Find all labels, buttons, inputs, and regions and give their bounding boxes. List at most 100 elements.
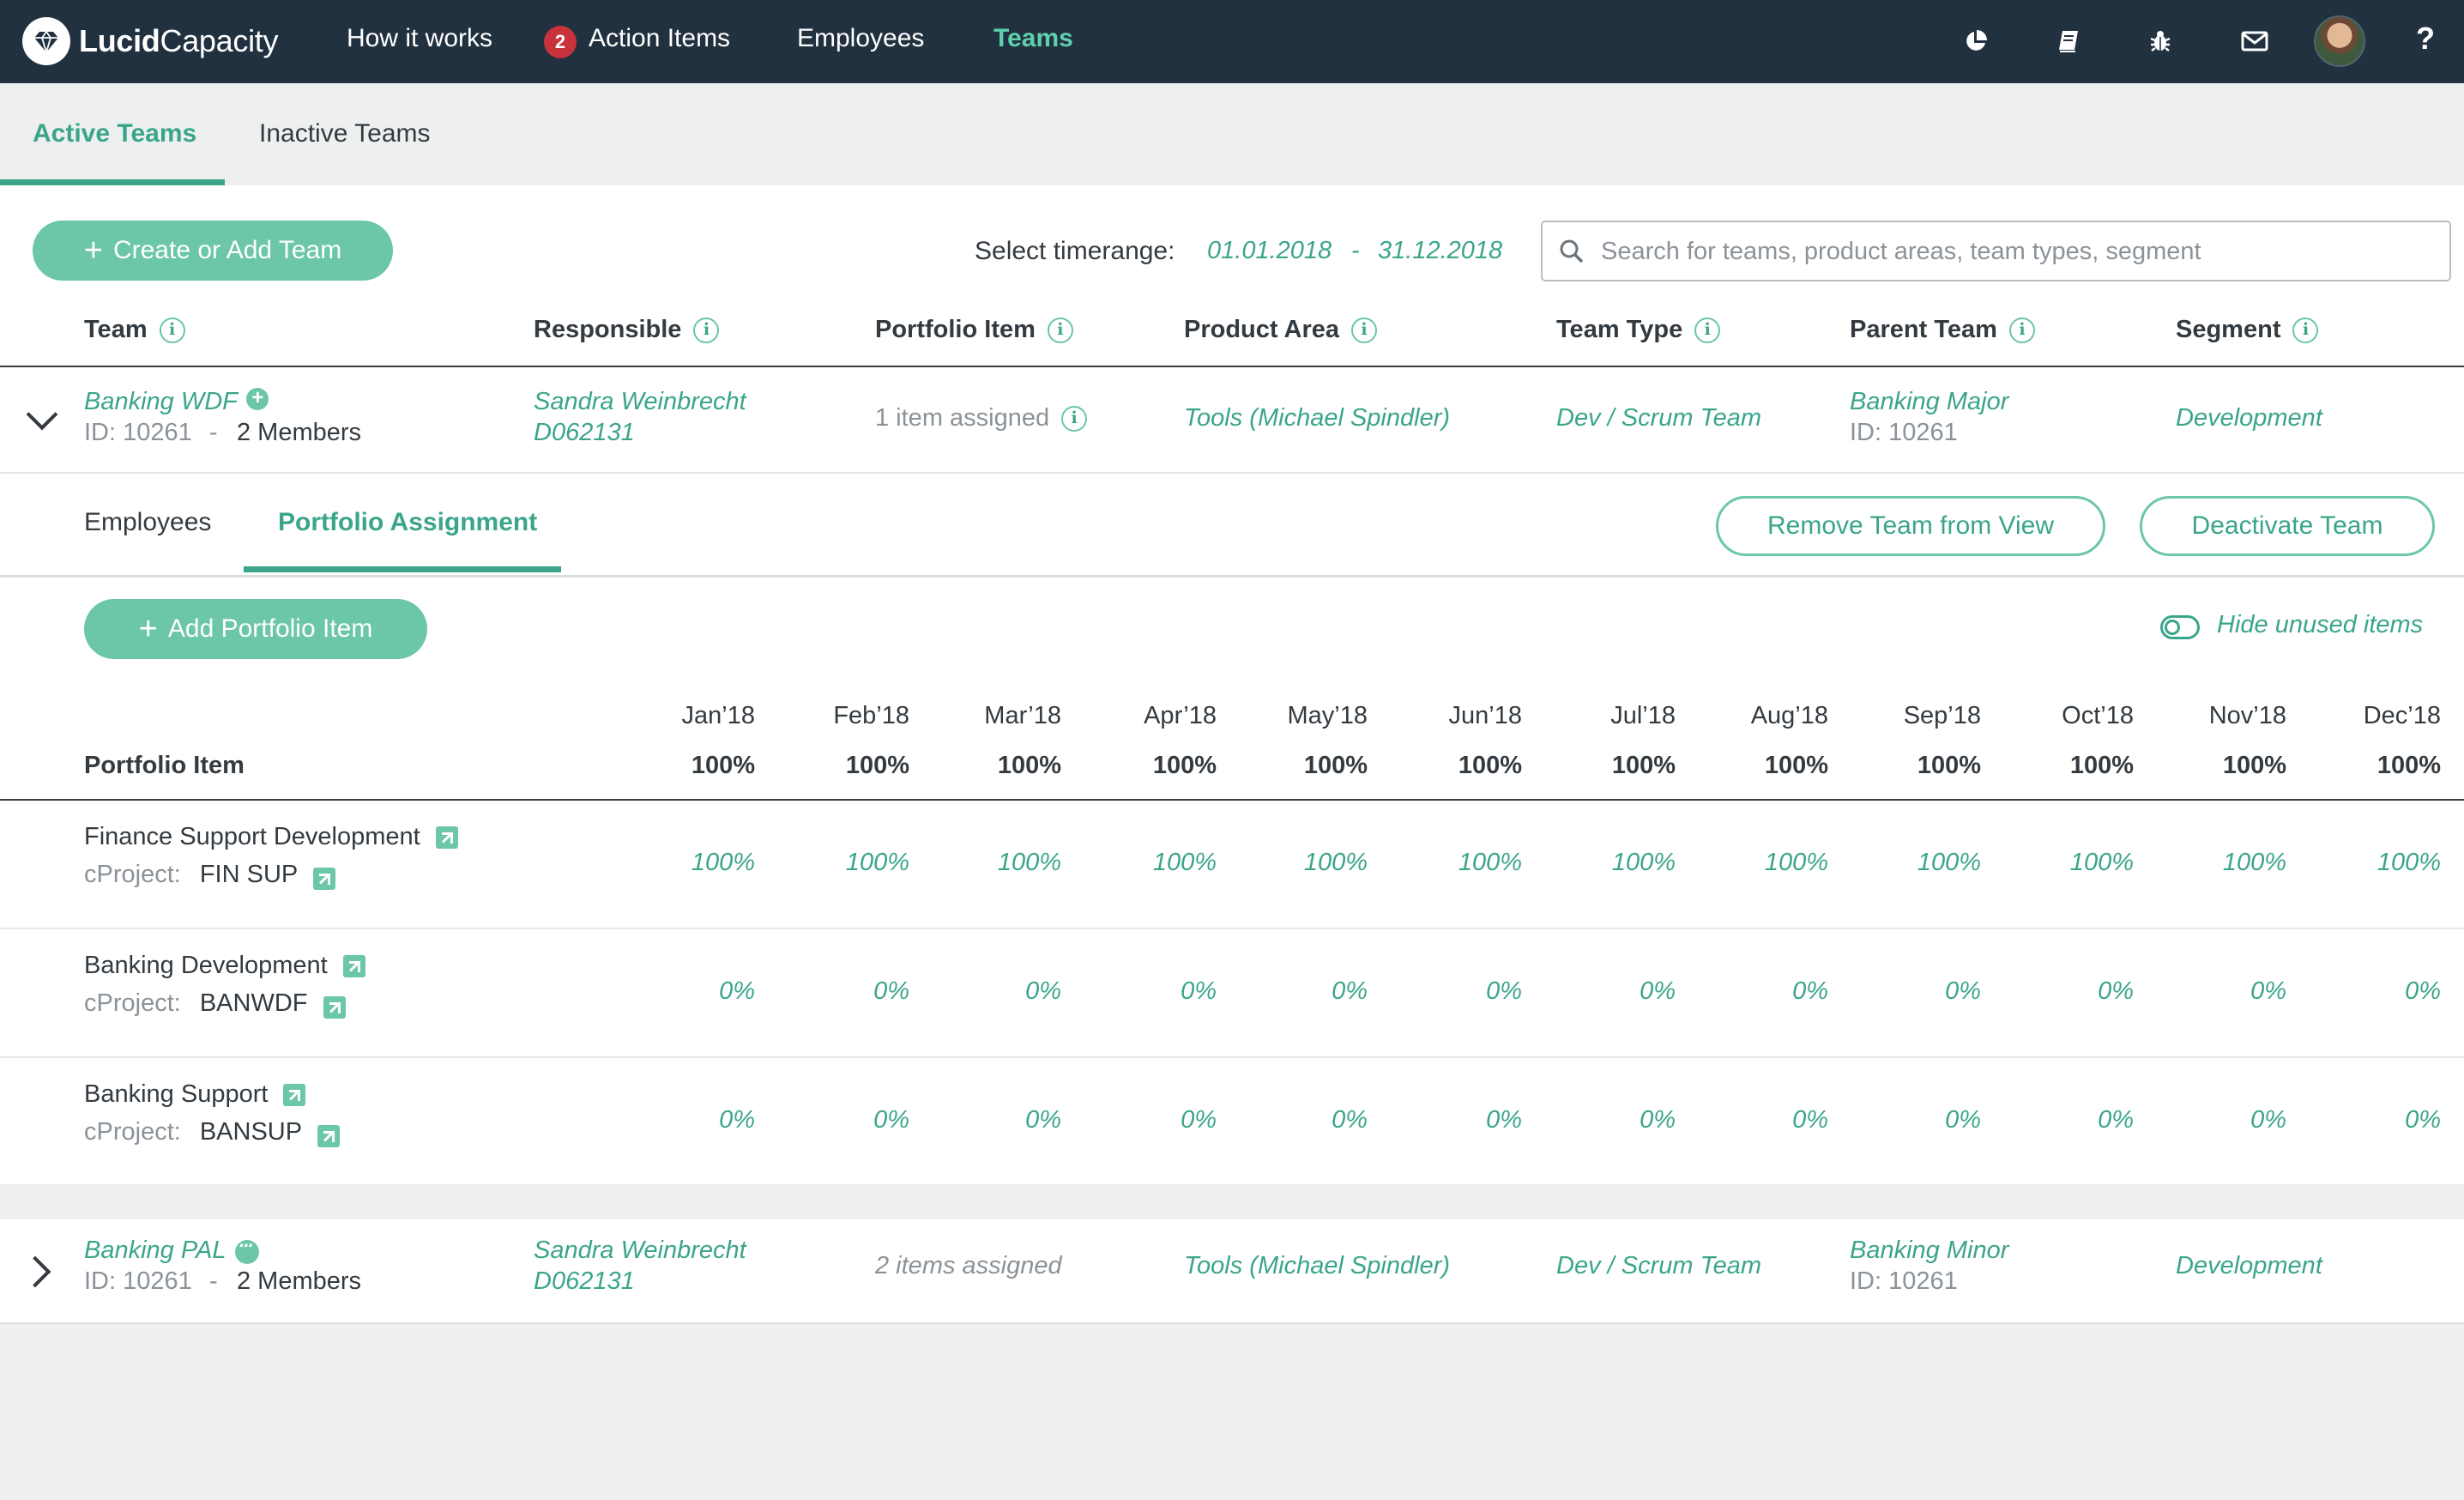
info-icon[interactable]: i: [1351, 318, 1378, 344]
allocation-value[interactable]: 0%: [873, 1106, 909, 1134]
allocation-value[interactable]: 0%: [1486, 977, 1522, 1005]
expand-chevron-icon[interactable]: [19, 1255, 51, 1288]
allocation-value[interactable]: 0%: [2250, 977, 2286, 1005]
allocation-value[interactable]: 0%: [1945, 977, 1981, 1005]
external-link-icon[interactable]: [323, 995, 346, 1019]
team-name[interactable]: Banking WDF +: [84, 388, 269, 416]
info-icon[interactable]: i: [1061, 406, 1088, 432]
allocation-value[interactable]: 0%: [1640, 1106, 1676, 1134]
nav-how-it-works[interactable]: How it works: [347, 24, 493, 52]
allocation-value[interactable]: 100%: [1611, 849, 1676, 876]
allocation-value[interactable]: 100%: [1917, 849, 1981, 876]
subtab-employees[interactable]: Employees: [84, 508, 212, 536]
tab-active-teams[interactable]: Active Teams: [33, 119, 197, 148]
date-from[interactable]: 01.01.2018: [1207, 237, 1332, 264]
allocation-value[interactable]: 100%: [2069, 849, 2134, 876]
external-link-icon[interactable]: [342, 955, 365, 978]
mail-icon[interactable]: [2239, 26, 2270, 57]
date-to[interactable]: 31.12.2018: [1378, 237, 1503, 264]
allocation-value[interactable]: 0%: [1792, 977, 1828, 1005]
nav-action-items[interactable]: Action Items: [589, 24, 731, 52]
team-id: ID: 10261: [84, 1267, 192, 1295]
responsible-name[interactable]: Sandra Weinbrecht: [534, 1237, 746, 1264]
allocation-value[interactable]: 100%: [2222, 849, 2286, 876]
portfolio-item-name[interactable]: Finance Support Development: [84, 823, 458, 851]
parent-team-name[interactable]: Banking Minor: [1850, 1237, 2009, 1264]
allocation-value[interactable]: 0%: [1945, 1106, 1981, 1134]
allocation-value[interactable]: 100%: [691, 849, 755, 876]
allocation-value[interactable]: 0%: [1332, 1106, 1368, 1134]
info-icon[interactable]: i: [1047, 318, 1073, 344]
allocation-value[interactable]: 100%: [1152, 849, 1217, 876]
allocation-value[interactable]: 100%: [2376, 849, 2441, 876]
column-team-type: Team Type i: [1556, 316, 1721, 344]
allocation-value[interactable]: 0%: [1025, 977, 1061, 1005]
chat-icon[interactable]: [234, 1235, 259, 1264]
external-link-icon[interactable]: [313, 867, 336, 890]
help-icon[interactable]: ?: [2416, 21, 2435, 56]
allocation-value[interactable]: 100%: [1764, 849, 1828, 876]
allocation-value[interactable]: 0%: [2405, 977, 2441, 1005]
team-name[interactable]: Banking PAL: [84, 1235, 259, 1265]
allocation-value[interactable]: 100%: [1458, 849, 1522, 876]
portfolio-item-name[interactable]: Banking Support: [84, 1080, 306, 1109]
team-type[interactable]: Dev / Scrum Team: [1556, 404, 1762, 432]
info-icon[interactable]: i: [1694, 318, 1721, 344]
portfolio-item-name[interactable]: Banking Development: [84, 952, 365, 980]
hide-unused-toggle[interactable]: [2160, 615, 2200, 639]
product-area[interactable]: Tools (Michael Spindler): [1184, 404, 1451, 432]
remove-team-button[interactable]: Remove Team from View: [1716, 496, 2105, 556]
allocation-value[interactable]: 100%: [845, 849, 909, 876]
nav-teams[interactable]: Teams: [993, 24, 1073, 52]
allocation-value[interactable]: 100%: [1303, 849, 1368, 876]
pie-chart-icon[interactable]: [1960, 26, 1991, 57]
allocation-value[interactable]: 0%: [719, 1106, 755, 1134]
external-link-icon[interactable]: [283, 1084, 306, 1107]
allocation-value[interactable]: 0%: [719, 977, 755, 1005]
month-label: Jun’18: [1448, 702, 1522, 729]
allocation-value[interactable]: 0%: [1332, 977, 1368, 1005]
responsible-id: D062131: [534, 419, 635, 446]
team-row[interactable]: Banking PAL ID: 10261 - 2 Members Sandra…: [0, 1219, 2464, 1324]
search-input[interactable]: Search for teams, product areas, team ty…: [1541, 221, 2451, 281]
allocation-value[interactable]: 0%: [1181, 1106, 1217, 1134]
allocation-value[interactable]: 100%: [997, 849, 1061, 876]
avatar[interactable]: [2314, 15, 2365, 67]
book-icon[interactable]: [2053, 26, 2084, 57]
section-gap: [0, 1184, 2464, 1219]
allocation-value[interactable]: 0%: [2098, 1106, 2134, 1134]
create-team-button[interactable]: + Create or Add Team: [33, 221, 393, 281]
allocation-value[interactable]: 0%: [1025, 1106, 1061, 1134]
tab-inactive-teams[interactable]: Inactive Teams: [259, 119, 431, 148]
deactivate-team-button[interactable]: Deactivate Team: [2140, 496, 2435, 556]
bug-icon[interactable]: [2145, 26, 2176, 57]
info-icon[interactable]: i: [2008, 318, 2035, 344]
allocation-value[interactable]: 0%: [2250, 1106, 2286, 1134]
allocation-value[interactable]: 0%: [2098, 977, 2134, 1005]
hide-unused-label[interactable]: Hide unused items: [2217, 611, 2424, 638]
allocation-value[interactable]: 0%: [1486, 1106, 1522, 1134]
info-icon[interactable]: i: [159, 318, 185, 344]
add-circle-icon[interactable]: +: [245, 388, 269, 410]
segment[interactable]: Development: [2176, 404, 2322, 432]
allocation-value[interactable]: 0%: [2405, 1106, 2441, 1134]
allocation-value[interactable]: 0%: [873, 977, 909, 1005]
team-type[interactable]: Dev / Scrum Team: [1556, 1252, 1762, 1279]
parent-team-name[interactable]: Banking Major: [1850, 388, 2009, 415]
subtab-portfolio-assignment[interactable]: Portfolio Assignment: [278, 508, 538, 536]
external-link-icon[interactable]: [435, 826, 458, 850]
responsible-name[interactable]: Sandra Weinbrecht: [534, 388, 746, 415]
product-area[interactable]: Tools (Michael Spindler): [1184, 1252, 1451, 1279]
info-icon[interactable]: i: [693, 318, 720, 344]
allocation-value[interactable]: 0%: [1792, 1106, 1828, 1134]
info-icon[interactable]: i: [2292, 318, 2319, 344]
app-logo[interactable]: LucidCapacity: [22, 17, 278, 65]
team-status-tabs: Active Teams Inactive Teams: [0, 83, 2464, 185]
external-link-icon[interactable]: [317, 1124, 341, 1147]
nav-employees[interactable]: Employees: [797, 24, 925, 52]
allocation-value[interactable]: 0%: [1640, 977, 1676, 1005]
segment[interactable]: Development: [2176, 1252, 2322, 1279]
collapse-chevron-icon[interactable]: [26, 398, 58, 431]
add-portfolio-item-button[interactable]: + Add Portfolio Item: [84, 599, 427, 659]
allocation-value[interactable]: 0%: [1181, 977, 1217, 1005]
